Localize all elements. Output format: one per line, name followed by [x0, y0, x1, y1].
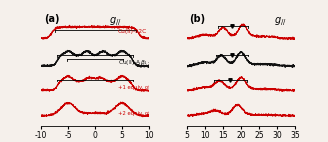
X-axis label: $\nu_{RF}$ (MHz): $\nu_{RF}$ (MHz)	[222, 141, 260, 142]
Text: $g_{//}$: $g_{//}$	[109, 16, 121, 29]
Text: Cu(II)-L2C: Cu(II)-L2C	[118, 29, 147, 34]
Text: +1 equiv. of L2C: +1 equiv. of L2C	[118, 85, 161, 90]
X-axis label: $\nu_{RF}-\nu_L$ ($^1$H) (MHz): $\nu_{RF}-\nu_L$ ($^1$H) (MHz)	[59, 141, 131, 142]
Text: Cu(II)-A$\beta_{1-16}$: Cu(II)-A$\beta_{1-16}$	[118, 58, 158, 67]
Text: (b): (b)	[189, 14, 205, 24]
Text: +2 equiv. of L2C: +2 equiv. of L2C	[118, 111, 161, 116]
Text: (a): (a)	[44, 14, 59, 24]
Text: $g_{//}$: $g_{//}$	[274, 16, 286, 29]
